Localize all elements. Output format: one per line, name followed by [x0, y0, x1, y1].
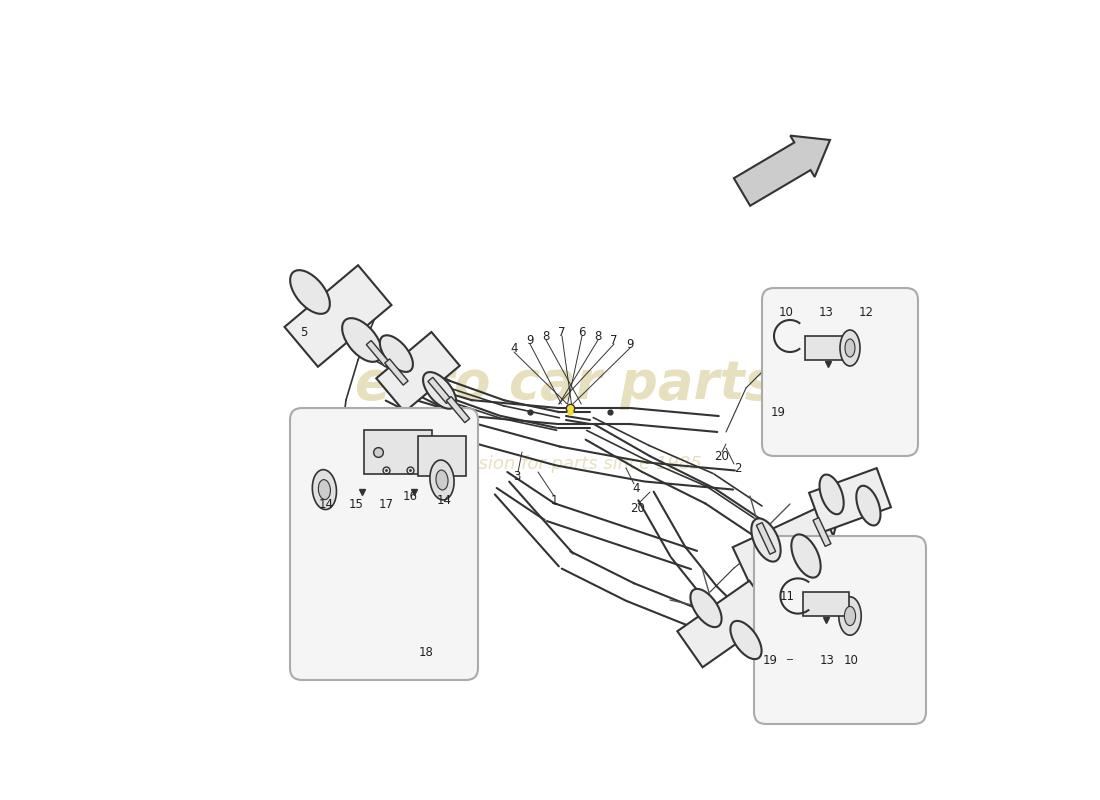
Bar	[366, 341, 389, 366]
Text: 12: 12	[858, 306, 873, 318]
Ellipse shape	[840, 330, 860, 366]
Text: 7: 7	[610, 334, 618, 346]
Text: 18: 18	[419, 646, 433, 658]
Ellipse shape	[845, 606, 856, 626]
Ellipse shape	[379, 335, 412, 372]
Text: 13: 13	[818, 306, 834, 318]
Ellipse shape	[312, 470, 337, 510]
Text: 8: 8	[542, 330, 550, 342]
Ellipse shape	[730, 621, 761, 659]
Ellipse shape	[424, 372, 456, 409]
Ellipse shape	[791, 534, 821, 578]
Text: 20: 20	[630, 502, 646, 514]
Ellipse shape	[318, 480, 330, 499]
Bar	[285, 266, 392, 366]
Bar	[757, 522, 776, 554]
FancyBboxPatch shape	[290, 408, 478, 680]
Bar	[376, 332, 460, 412]
Text: 15: 15	[349, 498, 364, 510]
Text: 10: 10	[779, 306, 793, 318]
Bar	[810, 468, 891, 532]
Ellipse shape	[839, 597, 861, 635]
Text: 10: 10	[844, 654, 859, 666]
Ellipse shape	[436, 470, 448, 490]
Text: 1: 1	[550, 494, 558, 506]
Bar	[428, 378, 451, 403]
Ellipse shape	[820, 474, 844, 514]
Bar	[803, 592, 849, 616]
Text: 9: 9	[626, 338, 634, 350]
Ellipse shape	[856, 486, 880, 526]
Bar	[447, 397, 470, 422]
FancyBboxPatch shape	[762, 288, 918, 456]
Text: 16: 16	[403, 490, 418, 502]
Bar	[364, 430, 432, 474]
Text: 8: 8	[594, 330, 602, 342]
Text: 4: 4	[510, 342, 518, 354]
Text: 17: 17	[378, 498, 394, 510]
Ellipse shape	[290, 270, 330, 314]
Text: 19: 19	[770, 406, 785, 418]
Text: 4: 4	[632, 482, 640, 494]
Text: 6: 6	[579, 326, 585, 338]
Bar	[805, 336, 851, 360]
Text: 3: 3	[513, 470, 520, 482]
Text: 5: 5	[300, 326, 307, 338]
Text: 14: 14	[319, 498, 333, 510]
Ellipse shape	[845, 339, 855, 357]
Text: 2: 2	[735, 462, 741, 474]
Text: a passion for parts since 1985: a passion for parts since 1985	[430, 455, 702, 473]
Text: 13: 13	[821, 654, 835, 666]
Ellipse shape	[430, 460, 454, 500]
Text: ─: ─	[786, 655, 792, 665]
Ellipse shape	[751, 518, 781, 562]
Bar	[385, 359, 408, 385]
Text: 11: 11	[780, 590, 795, 603]
Text: 7: 7	[558, 326, 565, 338]
Ellipse shape	[342, 318, 382, 362]
Text: 14: 14	[437, 494, 452, 506]
Text: euro car parts: euro car parts	[355, 358, 777, 410]
Bar	[813, 518, 830, 546]
Text: 20: 20	[715, 450, 729, 462]
FancyArrow shape	[734, 136, 830, 206]
Bar	[678, 581, 774, 667]
Bar	[418, 436, 466, 476]
Ellipse shape	[691, 589, 722, 627]
Text: 9: 9	[526, 334, 534, 346]
FancyBboxPatch shape	[754, 536, 926, 724]
Text: 19: 19	[762, 654, 778, 666]
Bar	[733, 506, 839, 590]
